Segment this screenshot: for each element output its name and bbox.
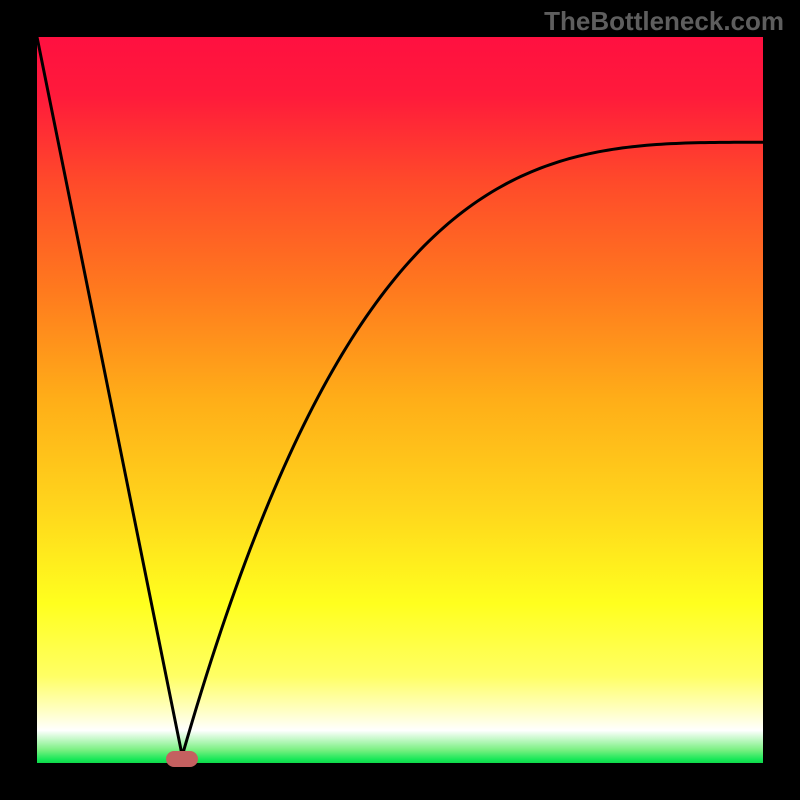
optimum-marker: [166, 751, 198, 767]
watermark-text: TheBottleneck.com: [544, 6, 784, 37]
bottleneck-curve: [0, 0, 800, 800]
chart-canvas: TheBottleneck.com: [0, 0, 800, 800]
curve-path: [37, 37, 763, 756]
